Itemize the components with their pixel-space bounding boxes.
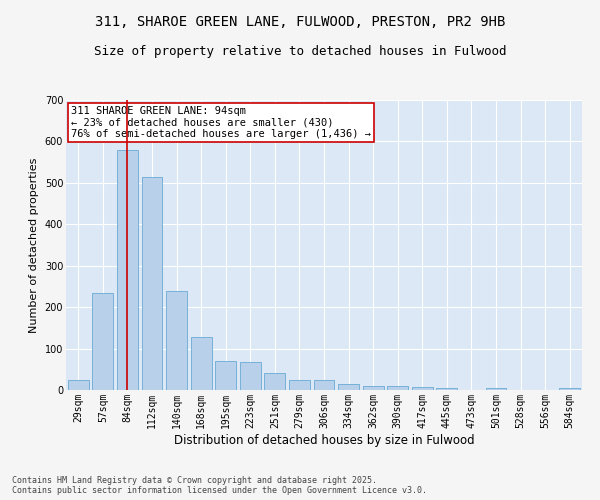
X-axis label: Distribution of detached houses by size in Fulwood: Distribution of detached houses by size … (173, 434, 475, 446)
Bar (117, 150, 138, 390)
Bar (338, 384, 359, 390)
Bar (289, 380, 310, 390)
Bar (387, 386, 408, 390)
Bar (559, 388, 580, 390)
Bar (215, 361, 236, 390)
Bar (314, 380, 334, 390)
Bar (362, 386, 383, 390)
Bar (92, 292, 113, 390)
Bar (412, 386, 433, 390)
Text: 311 SHAROE GREEN LANE: 94sqm
← 23% of detached houses are smaller (430)
76% of s: 311 SHAROE GREEN LANE: 94sqm ← 23% of de… (71, 106, 371, 139)
Bar (240, 362, 261, 390)
Bar (166, 290, 187, 390)
Y-axis label: Number of detached properties: Number of detached properties (29, 158, 39, 332)
Text: 311, SHAROE GREEN LANE, FULWOOD, PRESTON, PR2 9HB: 311, SHAROE GREEN LANE, FULWOOD, PRESTON… (95, 15, 505, 29)
Bar (191, 337, 212, 390)
Bar (436, 388, 457, 390)
Text: Contains HM Land Registry data © Crown copyright and database right 2025.
Contai: Contains HM Land Registry data © Crown c… (12, 476, 427, 495)
Bar (142, 176, 163, 390)
Bar (265, 374, 286, 390)
Bar (485, 388, 506, 390)
Text: Size of property relative to detached houses in Fulwood: Size of property relative to detached ho… (94, 45, 506, 58)
Bar (68, 380, 89, 390)
